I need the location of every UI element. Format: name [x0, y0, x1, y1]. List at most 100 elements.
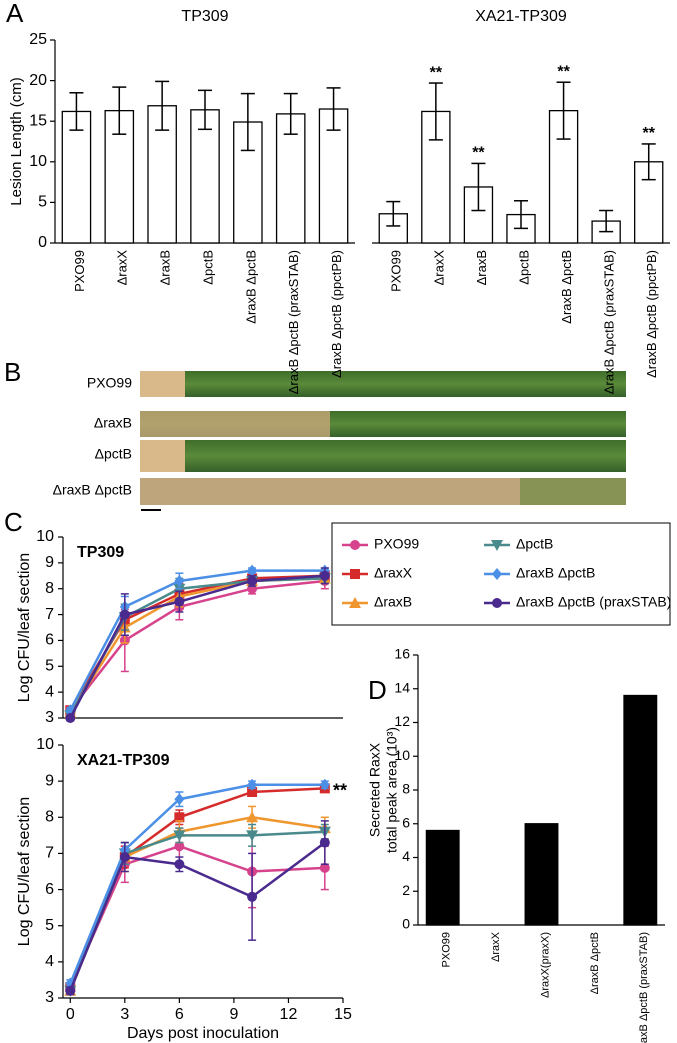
y-tick-label: 10: [36, 736, 54, 753]
y-tick-label: 7: [45, 845, 54, 862]
y-tick-label: 4: [402, 848, 410, 864]
marker: [174, 859, 185, 870]
lesion: [140, 371, 185, 397]
y-tick-label: 3: [45, 989, 54, 1006]
marker: [246, 830, 259, 842]
legend-label: ΔraxB ΔpctB: [516, 565, 595, 581]
y-tick-label: 25: [29, 31, 47, 48]
y-tick-label: 0: [402, 916, 410, 932]
marker: [65, 713, 76, 723]
legend-marker: [492, 568, 502, 580]
leaf: [140, 371, 626, 397]
bar: [524, 823, 559, 926]
lesion: [140, 440, 185, 472]
marker: [173, 830, 186, 842]
bar: [61, 110, 92, 244]
marker: [319, 837, 330, 848]
legend-label: ΔraxB: [374, 594, 412, 610]
y-axis-label: Log CFU/leaf section: [16, 553, 33, 702]
leaf-label: ΔraxB ΔpctB: [53, 482, 132, 498]
y-tick-label: 8: [402, 781, 410, 797]
error-bar: [599, 209, 614, 233]
legend-marker: [491, 540, 503, 551]
error-bar: [155, 80, 170, 131]
leaf-photos: [140, 371, 626, 511]
significance: **: [557, 63, 570, 80]
series-line: [69, 841, 326, 992]
error-bar: [240, 92, 255, 152]
panel-label: D: [368, 675, 387, 705]
significance: **: [430, 64, 443, 81]
legend-label: ΔpctB: [516, 536, 553, 552]
x-tick-label: ΔraxB ΔpctB: [559, 250, 574, 324]
series-line: [69, 830, 325, 992]
y-tick-label: 6: [45, 632, 54, 649]
y-tick-label: 5: [45, 658, 54, 675]
marker: [119, 852, 130, 863]
error-bar: [283, 92, 298, 135]
y-tick-label: 6: [45, 881, 54, 898]
error-bar: [386, 200, 401, 227]
error-bar: [326, 87, 341, 131]
leaf: [140, 440, 626, 472]
x-tick-label: ΔraxB ΔpctB (ppctPB): [329, 250, 344, 378]
leaf-label: ΔraxB: [94, 415, 132, 431]
y-tick-label: 9: [45, 772, 54, 789]
error-bar: [69, 92, 84, 131]
y-tick-label: 7: [45, 606, 54, 623]
x-tick-label: PXO99: [72, 250, 87, 292]
lesion: [140, 411, 330, 437]
marker: [246, 811, 259, 823]
marker: [174, 793, 185, 806]
significance: **: [472, 145, 485, 162]
legend-label: ΔraxX: [374, 565, 413, 581]
x-tick-label: ΔpctB: [200, 250, 215, 285]
bar: [275, 113, 306, 244]
error-bar: [556, 81, 571, 140]
leaf-label: ΔpctB: [95, 446, 132, 462]
legend-marker: [349, 597, 361, 608]
significance: **: [642, 125, 655, 142]
marker: [319, 570, 330, 581]
x-tick-label: ΔraxB ΔpctB: [243, 250, 258, 324]
x-tick-label: PXO99: [441, 932, 453, 967]
y-tick-label: 6: [402, 814, 410, 830]
marker: [319, 862, 330, 873]
marker: [174, 841, 185, 852]
panel-label: B: [4, 357, 21, 387]
x-tick-label: PXO99: [389, 250, 404, 292]
marker: [65, 985, 76, 996]
y-axis-label: Lesion Length (cm): [8, 77, 25, 205]
y-tick-label: 0: [38, 234, 47, 251]
x-tick-label: ΔraxX: [490, 931, 502, 962]
y-axis-label: Log CFU/leaf section: [16, 797, 33, 946]
marker: [247, 778, 258, 791]
legend-marker: [350, 540, 360, 550]
x-tick-label: ΔraxX: [431, 250, 446, 286]
y-tick-label: 9: [45, 554, 54, 571]
chart-title: XA21-TP309: [77, 752, 170, 769]
marker: [247, 575, 258, 586]
y-tick-label: 14: [394, 679, 410, 695]
y-tick-label: 2: [402, 882, 410, 898]
marker: [247, 564, 258, 577]
y-tick-label: 10: [394, 747, 410, 763]
x-tick-label: ΔraxB ΔpctB: [589, 932, 601, 994]
chart-title: TP309: [77, 544, 124, 561]
x-tick-label: ΔraxB: [474, 250, 489, 285]
legend-marker: [350, 569, 360, 579]
x-tick-label: 15: [334, 1006, 352, 1023]
error-bar: [471, 162, 486, 212]
y-tick-label: 12: [394, 713, 410, 729]
annotation: **: [333, 781, 347, 801]
y-tick-label: 4: [45, 683, 54, 700]
x-tick-label: ΔraxX(praxX): [539, 932, 551, 998]
y-tick-label: 5: [38, 194, 47, 211]
error-bar: [428, 82, 443, 141]
y-tick-label: 10: [36, 528, 54, 545]
legend-label: ΔraxB ΔpctB (praxSTAB): [516, 594, 671, 610]
x-tick-label: 6: [175, 1006, 184, 1023]
x-tick-label: ΔraxB ΔpctB (ppctPB): [644, 250, 659, 378]
x-tick-label: 12: [280, 1006, 298, 1023]
x-tick-label: ΔraxB ΔpctB (praxSTAB): [602, 250, 617, 394]
